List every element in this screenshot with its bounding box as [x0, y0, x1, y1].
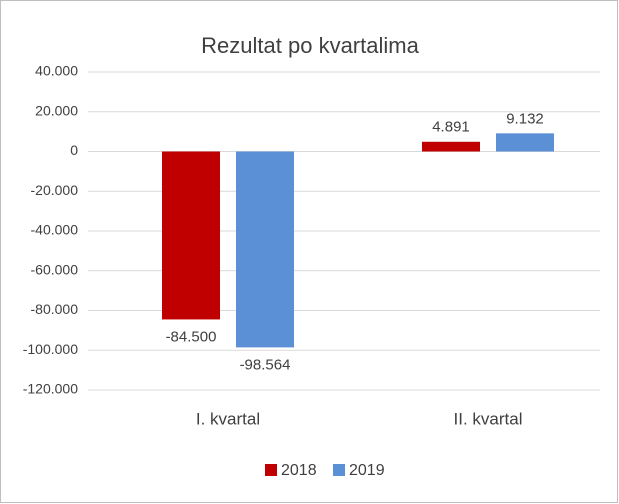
- bar: [236, 151, 294, 348]
- y-tick-label: -40.000: [31, 222, 79, 238]
- data-label: 4.891: [432, 119, 470, 136]
- data-label: -84.500: [166, 328, 217, 345]
- legend-swatch: [265, 464, 277, 476]
- y-tick-label: 20.000: [35, 102, 78, 118]
- y-tick-label: 40.000: [35, 63, 78, 79]
- bar: [496, 133, 554, 152]
- y-tick-label: -100.000: [23, 341, 78, 357]
- legend-label: 2018: [281, 462, 317, 479]
- y-tick-label: -60.000: [31, 261, 79, 277]
- bar: [162, 151, 220, 320]
- y-tick-label: 0: [70, 142, 78, 158]
- data-label: -98.564: [240, 356, 291, 373]
- data-label: 9.132: [506, 110, 544, 127]
- legend-swatch: [333, 464, 345, 476]
- legend-label: 2019: [349, 462, 385, 479]
- y-tick-label: -20.000: [31, 182, 79, 198]
- bar: [422, 141, 480, 152]
- x-tick-label: I. kvartal: [196, 409, 260, 428]
- x-tick-label: II. kvartal: [454, 409, 523, 428]
- y-tick-label: -120.000: [23, 381, 78, 397]
- chart-title: Rezultat po kvartalima: [201, 33, 419, 58]
- y-tick-label: -80.000: [31, 301, 79, 317]
